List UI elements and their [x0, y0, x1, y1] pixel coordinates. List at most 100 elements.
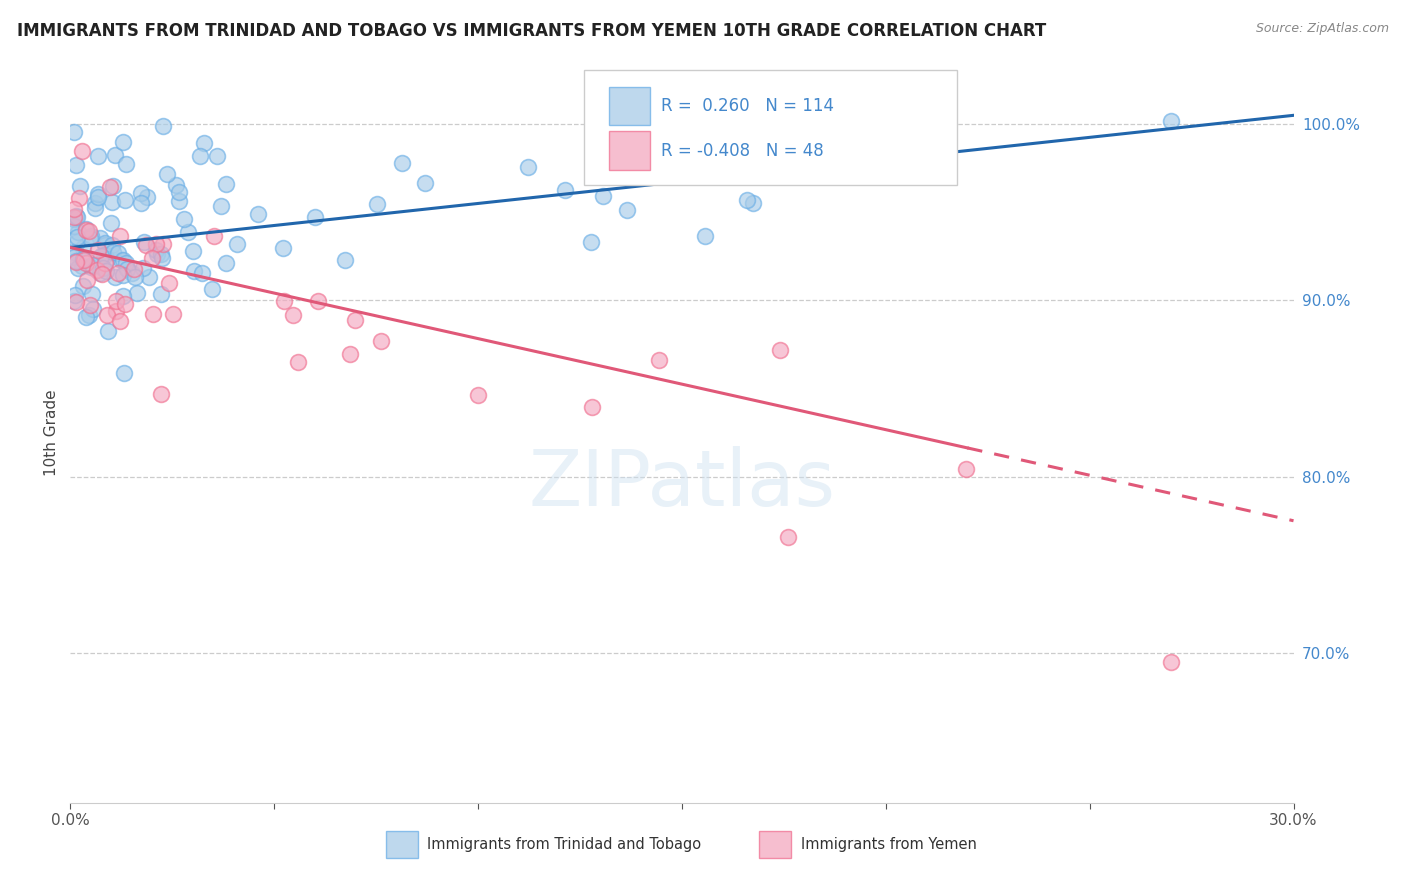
Point: [83, 195, 105, 210]
Point: [162, 307, 184, 321]
Point: [77, 309, 100, 323]
Point: [63, 211, 86, 226]
Point: [114, 255, 136, 269]
Point: [79, 298, 101, 312]
Point: [90, 250, 112, 264]
Point: [201, 282, 224, 296]
Point: [82, 258, 104, 272]
Point: [273, 293, 295, 308]
Point: [86, 149, 108, 163]
Point: [65, 294, 87, 309]
Point: [152, 237, 174, 252]
FancyBboxPatch shape: [759, 831, 790, 857]
Point: [65, 158, 87, 172]
Point: [202, 228, 225, 243]
Point: [132, 235, 155, 249]
Point: [114, 296, 136, 310]
Point: [101, 178, 124, 193]
Point: [628, 159, 651, 173]
Point: [66, 229, 89, 244]
Point: [173, 212, 195, 227]
Point: [65, 254, 87, 268]
Point: [129, 186, 152, 200]
Point: [191, 266, 214, 280]
Point: [63, 288, 86, 302]
Point: [581, 235, 603, 250]
Point: [63, 219, 86, 234]
Point: [72, 252, 94, 266]
Point: [616, 202, 638, 217]
Point: [87, 190, 110, 204]
Point: [1160, 655, 1182, 669]
Point: [90, 268, 112, 282]
Point: [67, 260, 90, 275]
Text: IMMIGRANTS FROM TRINIDAD AND TOBAGO VS IMMIGRANTS FROM YEMEN 10TH GRADE CORRELAT: IMMIGRANTS FROM TRINIDAD AND TOBAGO VS I…: [17, 22, 1046, 40]
Point: [129, 196, 152, 211]
Point: [127, 285, 149, 300]
Text: Source: ZipAtlas.com: Source: ZipAtlas.com: [1256, 22, 1389, 36]
Point: [97, 324, 120, 338]
Point: [79, 231, 101, 245]
Point: [183, 264, 205, 278]
Point: [177, 225, 200, 239]
Point: [67, 191, 90, 205]
Point: [89, 266, 111, 280]
Point: [169, 186, 191, 200]
Point: [735, 194, 758, 208]
Point: [135, 237, 157, 252]
Point: [76, 273, 98, 287]
Point: [711, 123, 734, 137]
Point: [72, 144, 94, 158]
Point: [333, 252, 356, 267]
Point: [66, 210, 89, 224]
Point: [695, 229, 717, 244]
Point: [955, 462, 977, 476]
Point: [104, 270, 127, 285]
Point: [181, 244, 204, 259]
Point: [73, 253, 96, 268]
Point: [413, 176, 436, 190]
Point: [287, 355, 309, 369]
Point: [98, 180, 121, 194]
Point: [114, 194, 136, 208]
Text: R = -0.408   N = 48: R = -0.408 N = 48: [661, 142, 824, 160]
Point: [339, 347, 361, 361]
Point: [735, 158, 758, 172]
Point: [94, 264, 117, 278]
Point: [86, 262, 108, 277]
Point: [648, 353, 671, 368]
Point: [145, 237, 167, 252]
Point: [165, 178, 187, 192]
Point: [63, 125, 86, 139]
Point: [150, 247, 173, 261]
Point: [209, 199, 232, 213]
Point: [75, 222, 97, 236]
Point: [84, 201, 107, 215]
Text: Immigrants from Trinidad and Tobago: Immigrants from Trinidad and Tobago: [427, 837, 702, 852]
Point: [107, 246, 129, 260]
Point: [65, 253, 87, 268]
Point: [70, 260, 93, 274]
Point: [100, 238, 122, 252]
Point: [193, 136, 215, 150]
Point: [135, 190, 157, 204]
Text: R =  0.260   N = 114: R = 0.260 N = 114: [661, 97, 834, 115]
Point: [66, 235, 89, 249]
Point: [104, 293, 127, 308]
Point: [101, 194, 124, 209]
Point: [63, 245, 86, 260]
Point: [93, 247, 115, 261]
Point: [554, 183, 576, 197]
Point: [104, 303, 127, 318]
Point: [1160, 113, 1182, 128]
Point: [91, 261, 114, 276]
Point: [592, 189, 614, 203]
Point: [110, 228, 132, 243]
Point: [157, 276, 180, 290]
Y-axis label: 10th Grade: 10th Grade: [44, 389, 59, 476]
Point: [141, 251, 163, 265]
FancyBboxPatch shape: [583, 70, 957, 185]
Point: [108, 314, 131, 328]
Point: [96, 252, 118, 266]
Point: [304, 210, 326, 224]
